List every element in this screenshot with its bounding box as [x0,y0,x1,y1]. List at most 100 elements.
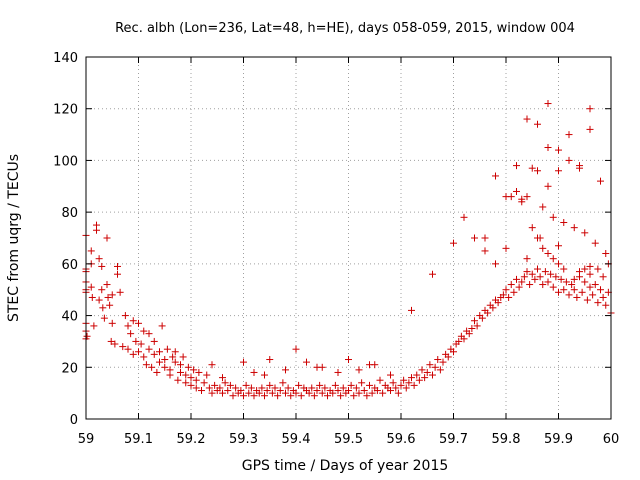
data-point [292,345,300,353]
data-point [507,193,515,201]
data-point [114,262,121,270]
data-point [541,268,549,276]
data-point [534,265,541,273]
data-point [444,353,452,361]
data-point [560,218,568,226]
x-tick-label: 60 [603,432,620,447]
data-point [150,337,158,345]
data-point [107,337,115,345]
data-point [528,224,536,232]
data-point [366,381,373,389]
data-point [237,387,245,395]
data-point [174,376,182,384]
data-point [200,379,208,387]
data-point [177,368,184,376]
grid-lines [86,57,611,419]
data-point [502,244,510,252]
data-point [156,358,163,366]
data-point [334,387,342,395]
data-point [555,242,562,250]
data-point [104,293,112,301]
data-point [394,389,402,397]
data-point [132,337,140,345]
data-point [570,275,578,283]
data-point [581,278,589,286]
x-tick-label: 59.5 [334,432,363,447]
data-point [460,335,468,343]
data-point [187,374,195,382]
data-point [405,379,413,387]
data-point [345,356,352,364]
data-point [581,265,589,273]
data-point [318,389,326,397]
data-point [87,283,95,291]
data-point [387,387,394,395]
data-point [345,387,352,395]
data-point [274,392,282,400]
data-point [350,392,358,400]
y-tick-label: 0 [70,413,78,428]
data-point [570,224,578,232]
data-point [268,389,276,397]
data-point [583,296,591,304]
data-point [219,389,226,397]
y-axis-label: STEC from uqrg / TECUs [6,154,22,322]
data-point [594,265,602,273]
data-point [523,193,531,201]
data-point [413,371,421,379]
data-point [602,301,610,309]
data-point [245,389,253,397]
data-point [366,361,373,369]
data-point [250,392,258,400]
data-point [510,288,518,296]
data-point [387,371,394,379]
data-point [161,356,169,364]
data-point [410,381,418,389]
data-point [492,172,499,180]
data-point [313,363,321,371]
y-tick-label: 140 [53,51,78,66]
y-tick-label: 80 [61,206,78,221]
data-point [363,392,371,400]
data-point [129,350,137,358]
data-point [182,371,190,379]
data-point [389,379,397,387]
data-point [429,270,436,278]
data-point [450,348,457,356]
data-point [95,296,103,304]
data-point [426,361,434,369]
data-point [586,262,594,270]
data-point [494,299,502,307]
data-point [211,381,219,389]
data-point [205,384,213,392]
data-point [158,322,166,330]
data-point [408,306,415,314]
data-point [266,381,274,389]
data-point [450,239,457,247]
data-point [287,392,295,400]
data-point [284,384,292,392]
data-point [148,363,156,371]
y-tick-label: 120 [53,103,78,118]
data-point [570,286,578,294]
data-point [263,387,271,395]
y-tick-label: 40 [61,310,78,325]
x-tick-label: 59.7 [439,432,468,447]
data-point [376,376,384,384]
data-point [526,281,534,289]
data-point [208,389,216,397]
data-point [465,330,473,338]
y-tick-label: 60 [61,258,78,273]
data-point [534,120,541,128]
data-point [565,156,573,164]
data-point [455,337,463,345]
data-point [103,281,111,289]
data-point [87,247,95,255]
data-point [549,255,557,263]
data-point [599,293,607,301]
data-point [321,384,329,392]
data-point [429,371,436,379]
data-point [93,226,100,234]
data-point [523,255,531,263]
